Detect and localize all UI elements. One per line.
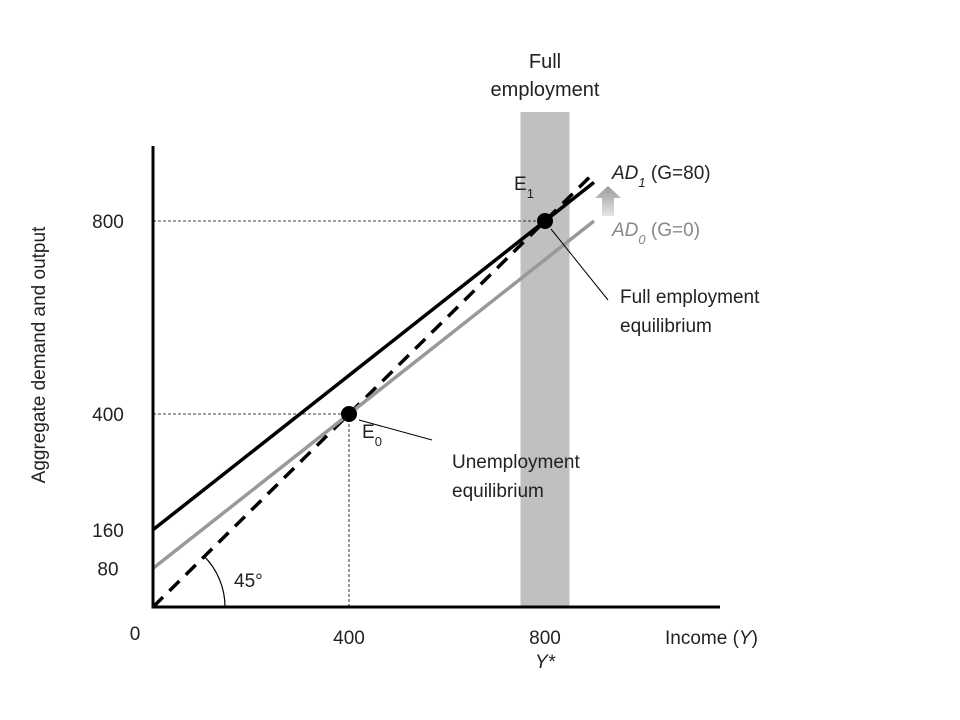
unemployment-equilibrium-label-line2: equilibrium bbox=[452, 481, 544, 502]
shift-up-arrow bbox=[595, 186, 621, 216]
angle-label: 45° bbox=[234, 571, 263, 592]
point-label-e1-main: E bbox=[514, 174, 527, 195]
full-employment-band-label-line2: employment bbox=[491, 79, 600, 101]
series-layer bbox=[151, 171, 596, 609]
full-employment-equilibrium-label-line2: equilibrium bbox=[620, 316, 712, 337]
x-tick-label-800: 800 bbox=[529, 628, 561, 649]
point-label-e0-main: E bbox=[362, 422, 375, 443]
x-axis-title-suffix: ) bbox=[752, 628, 758, 649]
full-employment-band bbox=[520, 112, 570, 607]
ad0-label: AD0 (G=0) bbox=[611, 220, 700, 247]
series-line-ad0 bbox=[151, 219, 596, 570]
ad0-label-rest: (G=0) bbox=[646, 220, 700, 241]
x-sub-label-ystar: Y* bbox=[535, 652, 556, 673]
full-employment-equilibrium-label-line1: Full employment bbox=[620, 287, 760, 308]
guide-lines bbox=[153, 220, 545, 607]
x-axis-title-prefix: Income ( bbox=[665, 628, 740, 649]
ad1-label-main: AD bbox=[611, 163, 639, 184]
point-label-e0-sub: 0 bbox=[375, 434, 382, 449]
ad0-label-main: AD bbox=[611, 220, 639, 241]
y-tick-labels: 800 400 160 80 bbox=[92, 212, 124, 580]
x-tick-label-400: 400 bbox=[333, 628, 365, 649]
series-line-ad1 bbox=[151, 181, 596, 532]
full-employment-leader-line bbox=[550, 228, 609, 301]
y-tick-label-80: 80 bbox=[97, 559, 118, 580]
point-label-e1: E1 bbox=[514, 174, 534, 201]
equilibrium-point-e0 bbox=[341, 406, 357, 422]
equilibrium-point-e1 bbox=[537, 213, 553, 229]
point-label-e0: E0 bbox=[362, 422, 382, 449]
y-tick-label-800: 800 bbox=[92, 212, 124, 233]
x-tick-labels: 400 800 Y* bbox=[333, 628, 561, 673]
angle-arc bbox=[203, 555, 226, 608]
y-tick-label-400: 400 bbox=[92, 405, 124, 426]
x-axis-title-var: Y bbox=[739, 628, 753, 649]
full-employment-band-label-line1: Full bbox=[529, 51, 561, 73]
series-line-line45 bbox=[151, 171, 596, 609]
y-tick-label-160: 160 bbox=[92, 521, 124, 542]
origin-label: 0 bbox=[130, 624, 141, 645]
ad1-label-sub: 1 bbox=[638, 175, 645, 190]
ad1-label-rest: (G=80) bbox=[646, 163, 711, 184]
point-label-e1-sub: 1 bbox=[527, 186, 534, 201]
unemployment-leader-line bbox=[358, 419, 433, 441]
y-axis-title: Aggregate demand and output bbox=[29, 226, 50, 483]
x-axis-title: Income (Y) bbox=[665, 628, 758, 649]
ad0-label-sub: 0 bbox=[638, 232, 646, 247]
unemployment-equilibrium-label-line1: Unemployment bbox=[452, 452, 580, 473]
ad1-label: AD1 (G=80) bbox=[611, 163, 711, 190]
